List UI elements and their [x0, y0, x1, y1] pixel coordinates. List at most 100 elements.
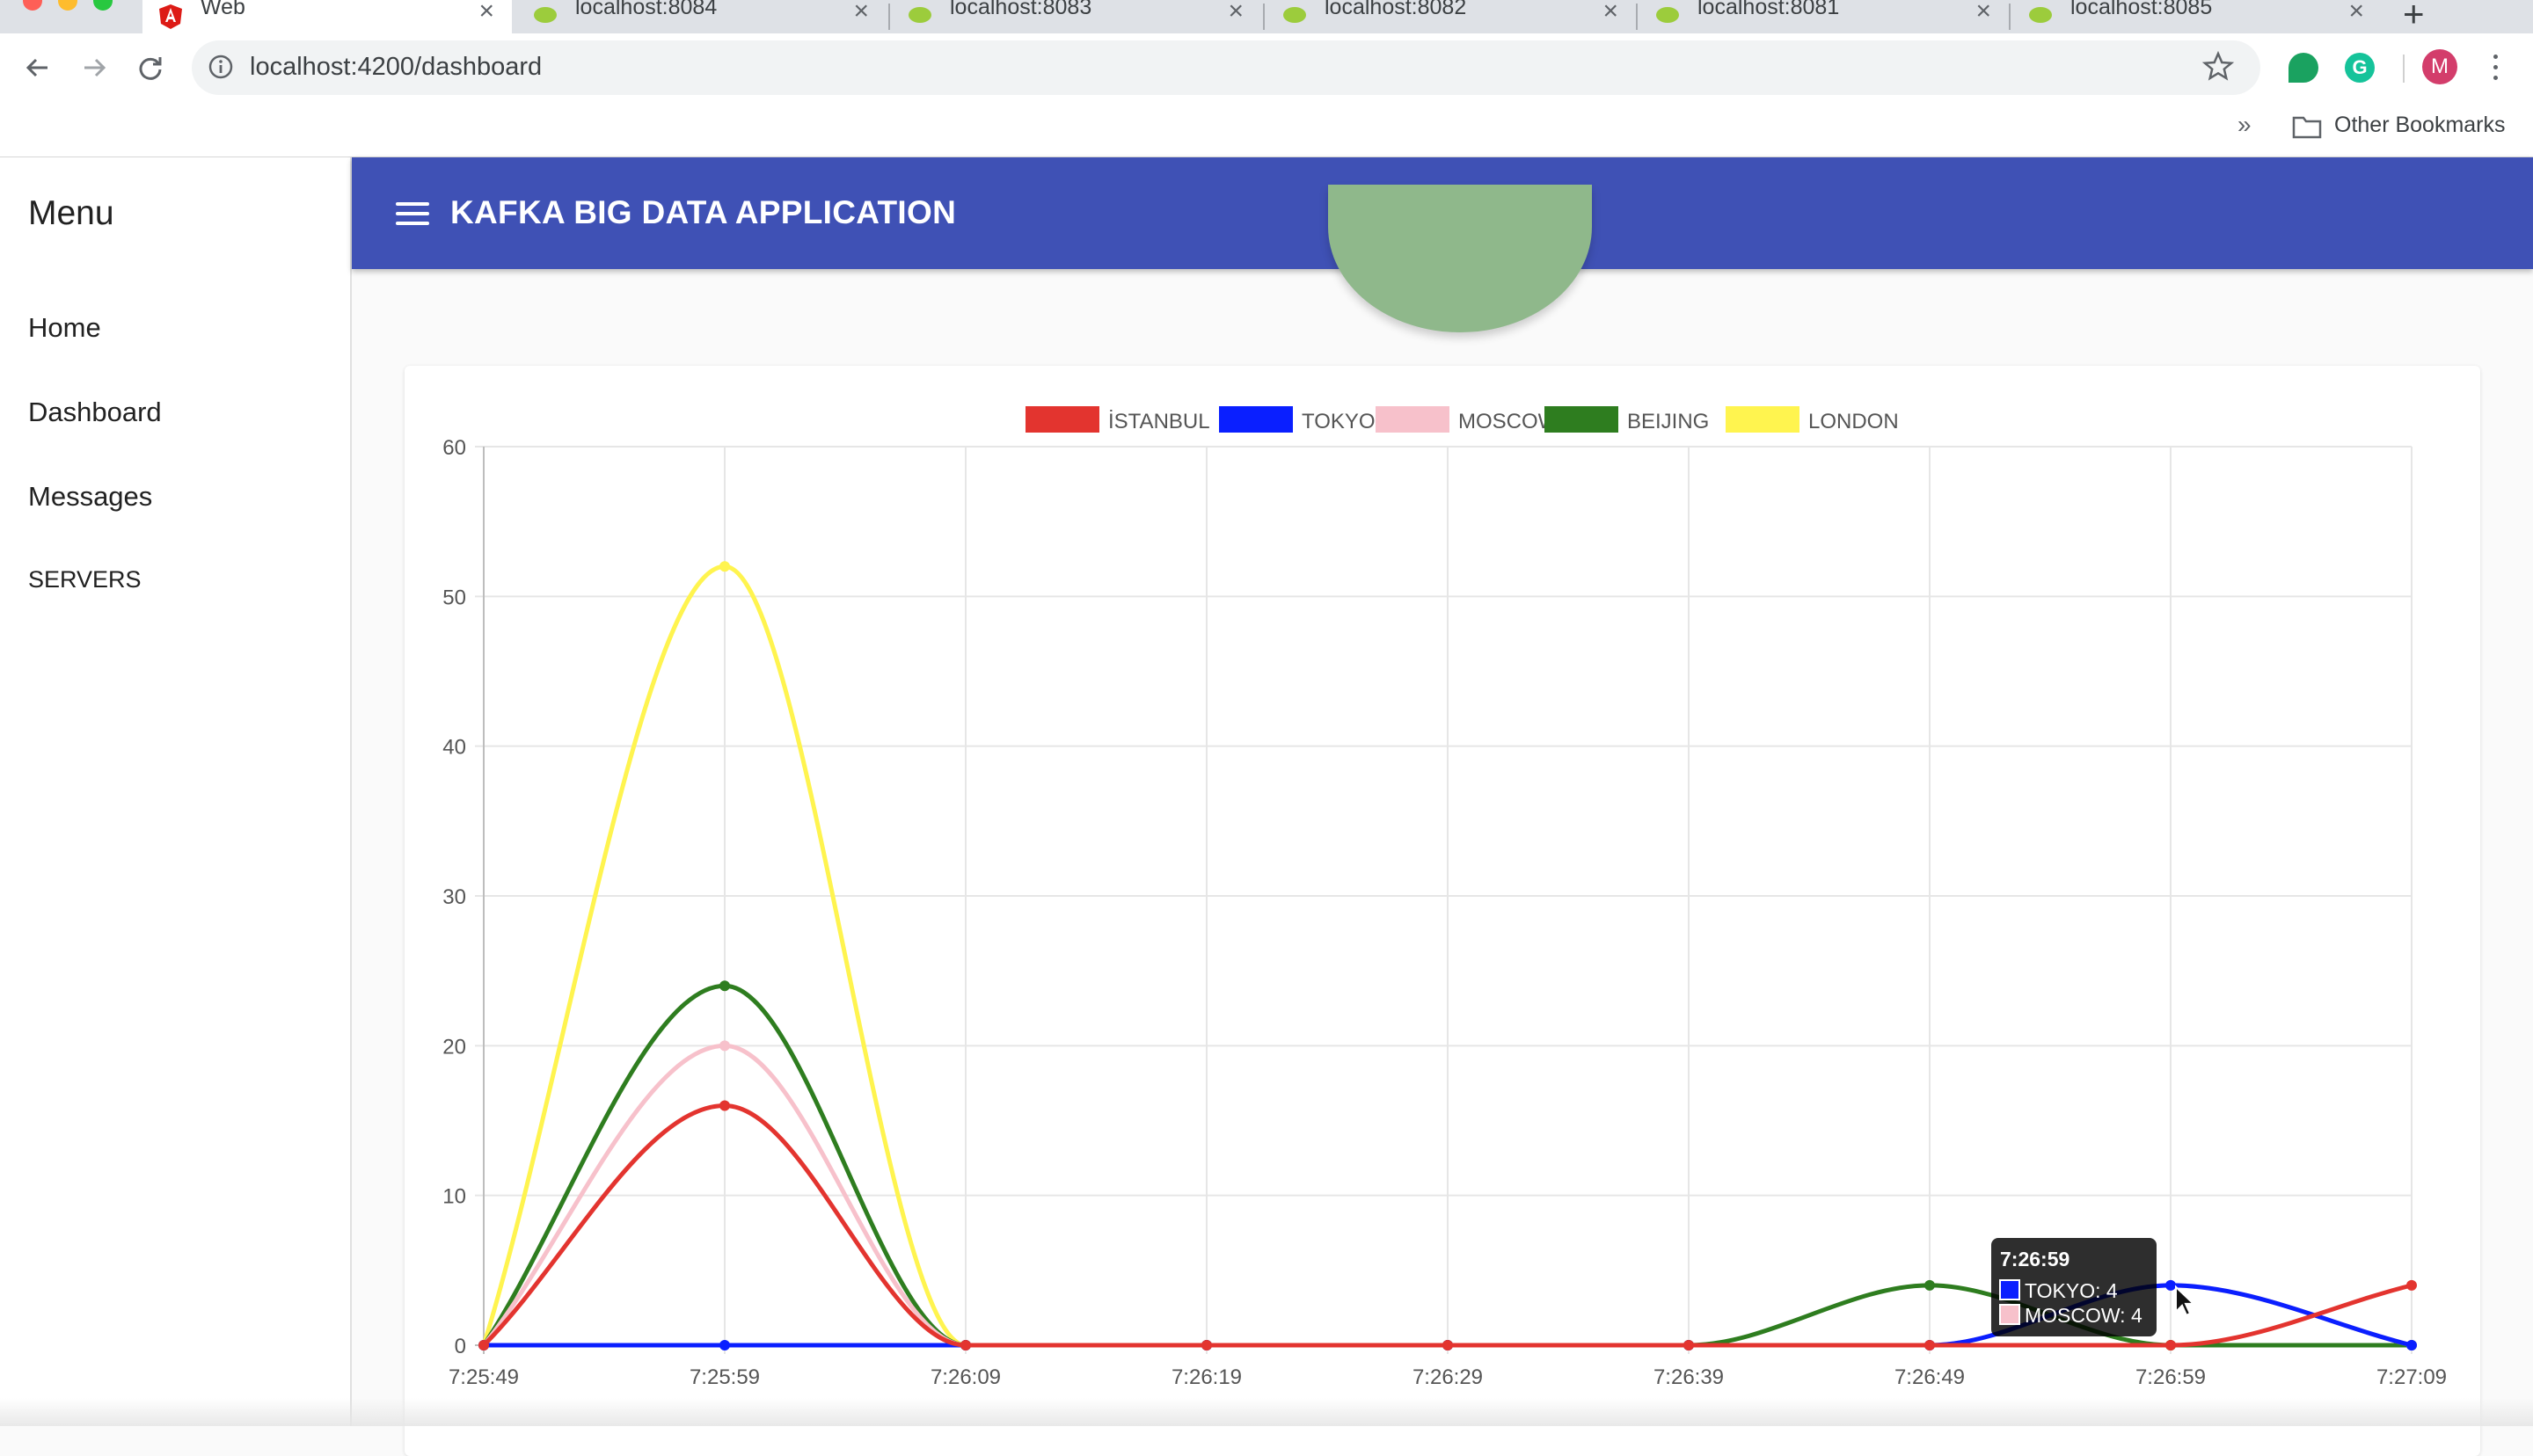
series-line [482, 1103, 2413, 1348]
tooltip-title: 7:26:59 [2000, 1248, 2069, 1270]
x-tick-label: 7:26:09 [931, 1365, 1001, 1389]
sidebar: Menu Home Dashboard Messages SERVERS [0, 157, 352, 1426]
data-point [960, 1340, 971, 1350]
sidebar-item-home[interactable]: Home [28, 312, 101, 343]
data-point [2165, 1340, 2176, 1350]
browser-tab-8082[interactable]: localhost:8082 × [1266, 0, 1636, 33]
tab-title: Web [201, 0, 245, 19]
floating-decoration [1328, 185, 1592, 332]
legend-label: BEIJING [1627, 410, 1709, 433]
toolbar-divider [2403, 55, 2405, 83]
bookmark-star-icon[interactable] [2201, 49, 2236, 84]
legend-label: İSTANBUL [1108, 410, 1210, 433]
sidebar-item-servers[interactable]: SERVERS [28, 566, 142, 593]
sidebar-item-dashboard[interactable]: Dashboard [28, 397, 162, 427]
data-point [2406, 1340, 2417, 1350]
legend-item: İSTANBUL [1026, 406, 1210, 433]
close-tab-icon[interactable]: × [2348, 0, 2364, 25]
data-point [1924, 1279, 1935, 1291]
address-url[interactable]: localhost:4200/dashboard [250, 53, 543, 81]
close-tab-icon[interactable]: × [853, 0, 869, 25]
tab-title: localhost:8081 [1697, 0, 1840, 19]
address-bar[interactable]: localhost:4200/dashboard [192, 40, 2260, 95]
close-tab-icon[interactable]: × [478, 0, 494, 25]
browser-tab-web[interactable]: Web × [142, 0, 512, 33]
browser-menu-icon[interactable] [2491, 55, 2500, 84]
data-point [478, 1340, 489, 1350]
y-tick-label: 20 [442, 1035, 466, 1059]
spring-leaf-icon [908, 4, 932, 29]
profile-avatar[interactable]: M [2422, 49, 2457, 84]
reload-button[interactable] [128, 46, 172, 90]
bookmarks-overflow-button[interactable]: » [2237, 111, 2252, 138]
legend-swatch [1219, 406, 1293, 433]
spring-leaf-icon [1282, 4, 1307, 29]
page-bottom-shade [0, 1398, 2533, 1426]
legend-item: MOSCOW [1376, 406, 1558, 433]
x-tick-label: 7:26:59 [2135, 1365, 2206, 1389]
x-tick-label: 7:26:19 [1172, 1365, 1242, 1389]
new-tab-icon[interactable]: + [2403, 0, 2425, 34]
legend-swatch [1376, 406, 1449, 433]
tab-separator [888, 4, 890, 30]
bookmarks-bar: » Other Bookmarks [0, 102, 2533, 158]
tab-title: localhost:8082 [1325, 0, 1467, 19]
data-point [1442, 1340, 1453, 1350]
x-tick-label: 7:27:09 [2376, 1365, 2447, 1389]
arrow-left-icon [26, 58, 47, 77]
back-button[interactable] [16, 46, 60, 90]
grammarly-icon[interactable]: G [2345, 53, 2375, 83]
arrow-right-icon [84, 58, 106, 77]
sidebar-title: Menu [28, 194, 114, 232]
tab-separator [1263, 4, 1265, 30]
other-bookmarks-link[interactable]: Other Bookmarks [2334, 113, 2506, 137]
data-point [1683, 1340, 1694, 1350]
legend-label: TOKYO [1302, 410, 1376, 433]
window-maximize-button[interactable] [93, 0, 113, 11]
tooltip-swatch [1999, 1279, 2020, 1300]
close-tab-icon[interactable]: × [1228, 0, 1244, 25]
sidebar-item-messages[interactable]: Messages [28, 481, 153, 512]
tooltip-entry: TOKYO: 4 [2025, 1279, 2118, 1302]
browser-tab-strip: Web × localhost:8084 × localhost:8083 × … [0, 0, 2533, 34]
x-tick-label: 7:26:39 [1653, 1365, 1724, 1389]
menu-toggle-icon[interactable] [396, 202, 431, 227]
browser-tab-8083[interactable]: localhost:8083 × [892, 0, 1261, 33]
close-tab-icon[interactable]: × [1975, 0, 1991, 25]
legend-item: BEIJING [1544, 406, 1709, 433]
line-chart: 0 10 20 30 40 50 60 7:25:49 7:25:59 7:26:09 7:26:1… [442, 406, 2447, 1389]
data-point [1924, 1340, 1935, 1350]
data-point [2165, 1279, 2176, 1291]
spring-leaf-icon [1655, 4, 1680, 29]
data-point [719, 980, 730, 992]
series-istanbul [478, 1100, 2417, 1350]
profile-initial: M [2431, 55, 2449, 78]
info-icon[interactable] [208, 54, 234, 80]
chart-card: 0 10 20 30 40 50 60 7:25:49 7:25:59 7:26:09 7:26:1… [405, 366, 2480, 1456]
tab-title: localhost:8084 [575, 0, 718, 19]
data-point [719, 561, 730, 572]
browser-tab-8081[interactable]: localhost:8081 × [1639, 0, 2009, 33]
x-tick-label: 7:26:49 [1894, 1365, 1965, 1389]
browser-tab-8084[interactable]: localhost:8084 × [517, 0, 887, 33]
extension-green-icon[interactable] [2288, 53, 2318, 83]
tab-separator [1636, 4, 1638, 30]
y-tick-label: 60 [442, 436, 466, 460]
mouse-cursor-icon [2175, 1285, 2196, 1317]
x-tick-label: 7:26:29 [1412, 1365, 1483, 1389]
angular-icon [158, 4, 183, 29]
close-tab-icon[interactable]: × [1602, 0, 1618, 25]
data-point [1201, 1340, 1212, 1350]
tab-title: localhost:8085 [2070, 0, 2213, 19]
data-point [719, 1340, 730, 1350]
forward-button[interactable] [72, 46, 116, 90]
spring-leaf-icon [2028, 4, 2053, 29]
legend-item: TOKYO [1219, 406, 1376, 433]
browser-tab-8085[interactable]: localhost:8085 × [2012, 0, 2382, 33]
window-close-button[interactable] [23, 0, 42, 11]
tooltip-box [1991, 1238, 2157, 1336]
window-minimize-button[interactable] [58, 0, 77, 11]
x-tick-label: 7:25:59 [690, 1365, 760, 1389]
y-tick-label: 40 [442, 736, 466, 760]
